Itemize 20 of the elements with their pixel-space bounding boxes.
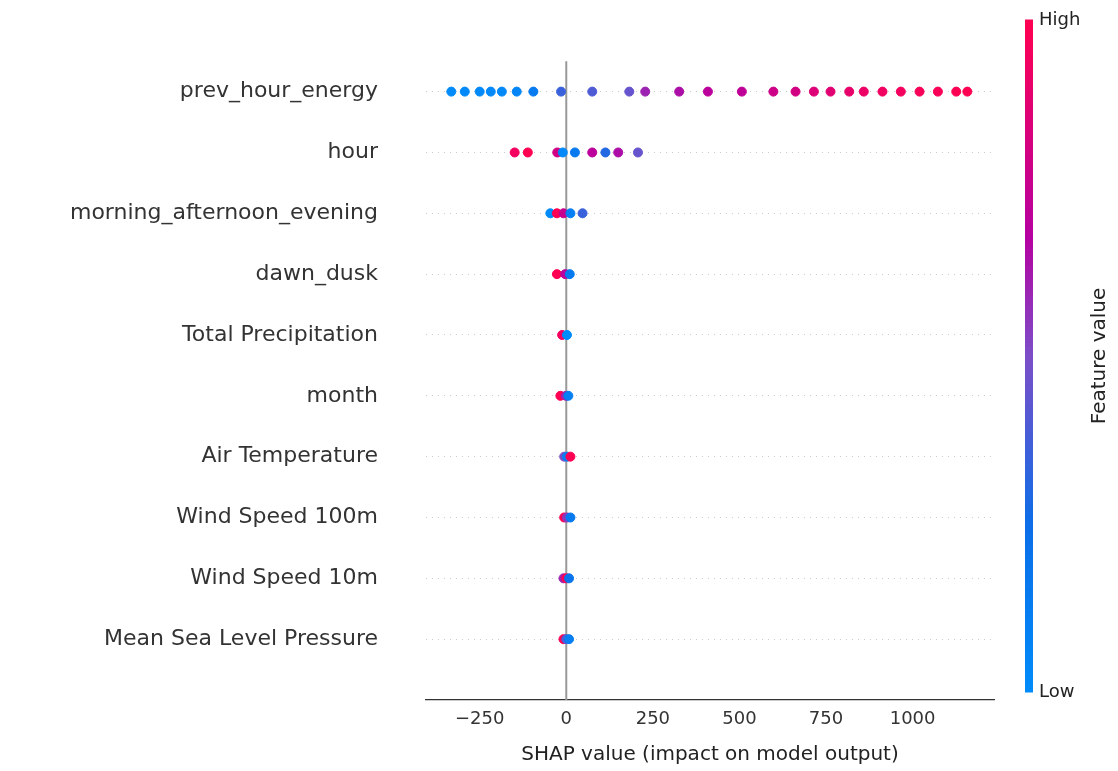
y-tick-label: Total Precipitation xyxy=(181,320,378,346)
y-tick-label: Wind Speed 10m xyxy=(190,564,378,590)
y-tick-label: month xyxy=(306,381,378,407)
y-tick-label: morning_afternoon_evening xyxy=(69,199,378,226)
color-bar-title: Feature value xyxy=(1086,287,1111,425)
y-tick-label: dawn_dusk xyxy=(255,259,379,286)
x-tick-label: 0 xyxy=(560,707,572,729)
color-bar-label: Low xyxy=(1039,679,1075,701)
x-axis-title: SHAP value (impact on model output) xyxy=(521,741,899,766)
y-tick-label: hour xyxy=(327,138,379,164)
x-tick-label: 750 xyxy=(808,707,844,729)
y-tick-label: prev_hour_energy xyxy=(179,77,378,104)
y-tick-label: Wind Speed 100m xyxy=(176,503,378,529)
x-tick-label: 1000 xyxy=(889,707,936,729)
y-tick-label: Mean Sea Level Pressure xyxy=(104,624,378,650)
x-tick-label: 500 xyxy=(722,707,757,729)
y-tick-label: Air Temperature xyxy=(201,442,378,468)
color-bar-label: High xyxy=(1039,7,1081,29)
x-tick-label: −250 xyxy=(454,707,505,729)
x-tick-label: 250 xyxy=(635,707,671,729)
